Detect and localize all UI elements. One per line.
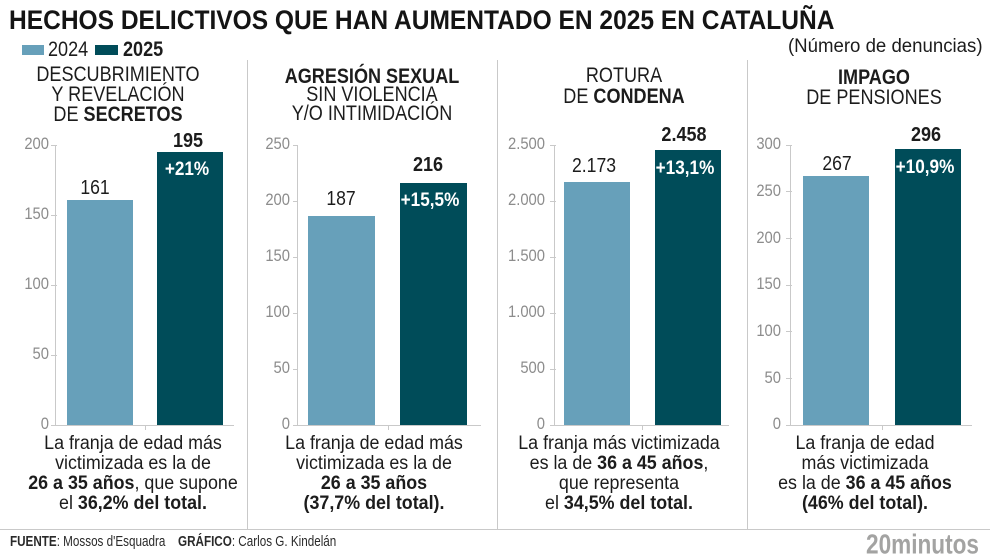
svg-text:20minutos: 20minutos [866,532,979,558]
